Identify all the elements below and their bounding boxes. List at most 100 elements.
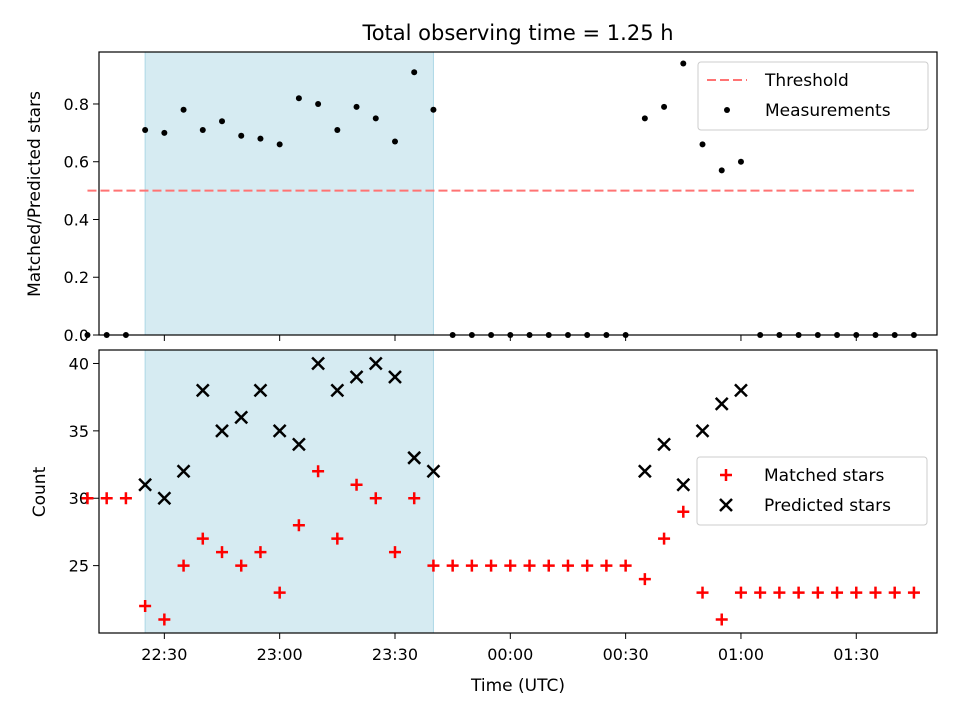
- measurement-point: [84, 332, 91, 338]
- matched-stars-point: [446, 559, 459, 572]
- predicted-stars-point: [253, 383, 268, 398]
- matched-stars-point: [235, 559, 248, 572]
- matched-stars-point: [907, 586, 920, 599]
- matched-stars-point: [196, 532, 209, 545]
- matched-stars-point: [273, 586, 286, 599]
- matched-stars-point: [811, 586, 824, 599]
- predicted-stars-point: [349, 370, 364, 384]
- x-tick-label: 22:30: [141, 645, 187, 664]
- legend-matched-swatch: [720, 469, 732, 481]
- matched-stars-point: [715, 613, 728, 626]
- predicted-stars-point: [734, 383, 748, 398]
- measurement-point: [161, 129, 168, 136]
- matched-stars-point: [485, 559, 498, 572]
- plot-frame: [98, 51, 938, 336]
- measurement-point: [391, 138, 398, 145]
- y-tick-label: 0.2: [64, 268, 89, 287]
- predicted-stars-point: [407, 450, 422, 465]
- matched-stars-point: [331, 532, 344, 545]
- matched-stars-point: [408, 492, 421, 505]
- y-tick-label: 0.4: [64, 210, 89, 229]
- bottom-y-axis-label: Count: [30, 466, 50, 517]
- matched-stars-point: [254, 546, 267, 559]
- measurement-point: [180, 106, 187, 113]
- matched-stars-point: [523, 559, 536, 572]
- matched-stars-point: [504, 559, 517, 572]
- predicted-stars-point: [657, 437, 671, 452]
- measurement-point: [641, 115, 648, 122]
- predicted-stars-point: [714, 397, 729, 411]
- top-y-axis-label: Matched/Predicted stars: [25, 91, 45, 297]
- x-tick-label: 01:00: [718, 645, 764, 664]
- matched-stars-point: [677, 505, 690, 518]
- measurement-point: [718, 167, 725, 174]
- matched-stars-point: [734, 586, 747, 599]
- predicted-stars-point: [234, 410, 249, 425]
- measurement-point: [353, 103, 360, 110]
- legend-label: Measurements: [765, 101, 891, 121]
- matched-stars-point: [81, 492, 94, 505]
- x-tick-label: 00:30: [603, 645, 649, 664]
- legend-label: Predicted stars: [764, 496, 891, 516]
- measurement-point: [199, 126, 206, 133]
- plot-frame: [98, 349, 938, 634]
- matched-stars-point: [658, 532, 671, 545]
- bottom-panel: 25 30 35 40 22:30 23:00 23:30 00:00 00:30 01:00 01…: [69, 349, 938, 664]
- matched-stars-point: [581, 559, 594, 572]
- x-tick-label: 23:00: [257, 645, 303, 664]
- x-axis-label: Time (UTC): [470, 676, 565, 696]
- measurement-point: [411, 69, 418, 76]
- matched-stars-point: [792, 586, 805, 599]
- legend-label: Threshold: [764, 71, 849, 91]
- x-tick-label: 23:30: [372, 645, 418, 664]
- observing-window-shade: [144, 51, 434, 336]
- y-tick-label: 0.6: [64, 153, 89, 172]
- matched-stars-point: [869, 586, 882, 599]
- predicted-stars-point: [176, 464, 191, 479]
- matched-stars-point: [119, 492, 132, 505]
- measurement-point: [372, 115, 379, 122]
- matched-stars-point: [542, 559, 555, 572]
- y-tick-label: 35: [69, 422, 89, 441]
- matched-stars-point: [465, 559, 478, 572]
- matched-stars-point: [773, 586, 786, 599]
- measurement-point: [219, 118, 226, 125]
- matched-stars-point: [754, 586, 767, 599]
- measurement-point: [737, 158, 744, 165]
- matched-stars-point: [292, 519, 305, 532]
- legend: Matched stars Predicted stars: [696, 456, 928, 526]
- matched-stars-point: [312, 465, 325, 478]
- predicted-stars-point: [157, 491, 172, 506]
- predicted-stars-point: [695, 423, 710, 438]
- matched-stars-point: [696, 586, 709, 599]
- matched-stars-point: [139, 600, 152, 613]
- predicted-stars-point: [637, 464, 652, 479]
- legend-measurement-swatch: [724, 107, 730, 113]
- matched-stars-point: [369, 492, 382, 505]
- predicted-stars-point: [195, 383, 210, 398]
- matched-stars-point: [600, 559, 613, 572]
- x-tick-label: 00:00: [487, 645, 533, 664]
- y-tick-label: 0.8: [64, 95, 89, 114]
- chart-title: Total observing time = 1.25 h: [361, 21, 673, 45]
- predicted-stars-point: [388, 370, 402, 384]
- matched-stars-point: [388, 546, 401, 559]
- x-tick-label: 01:30: [833, 645, 879, 664]
- measurement-point: [276, 141, 283, 148]
- measurement-point: [699, 141, 706, 148]
- measurement-point: [142, 126, 149, 133]
- measurement-point: [430, 106, 437, 113]
- predicted-stars-point: [138, 477, 153, 492]
- top-panel: 0.0 0.2 0.4 0.6 0.8 Threshold Measurements: [64, 51, 938, 345]
- legend: Threshold Measurements: [697, 61, 929, 131]
- observing-window-shade: [144, 349, 434, 634]
- y-tick-label: 0.0: [64, 326, 89, 345]
- measurement-point: [680, 60, 687, 67]
- matched-stars-point: [100, 492, 113, 505]
- predicted-stars-point: [330, 383, 345, 398]
- legend-box: [697, 61, 929, 131]
- matched-stars-point: [619, 559, 632, 572]
- matched-stars-point: [350, 478, 363, 491]
- predicted-stars-point: [292, 437, 306, 452]
